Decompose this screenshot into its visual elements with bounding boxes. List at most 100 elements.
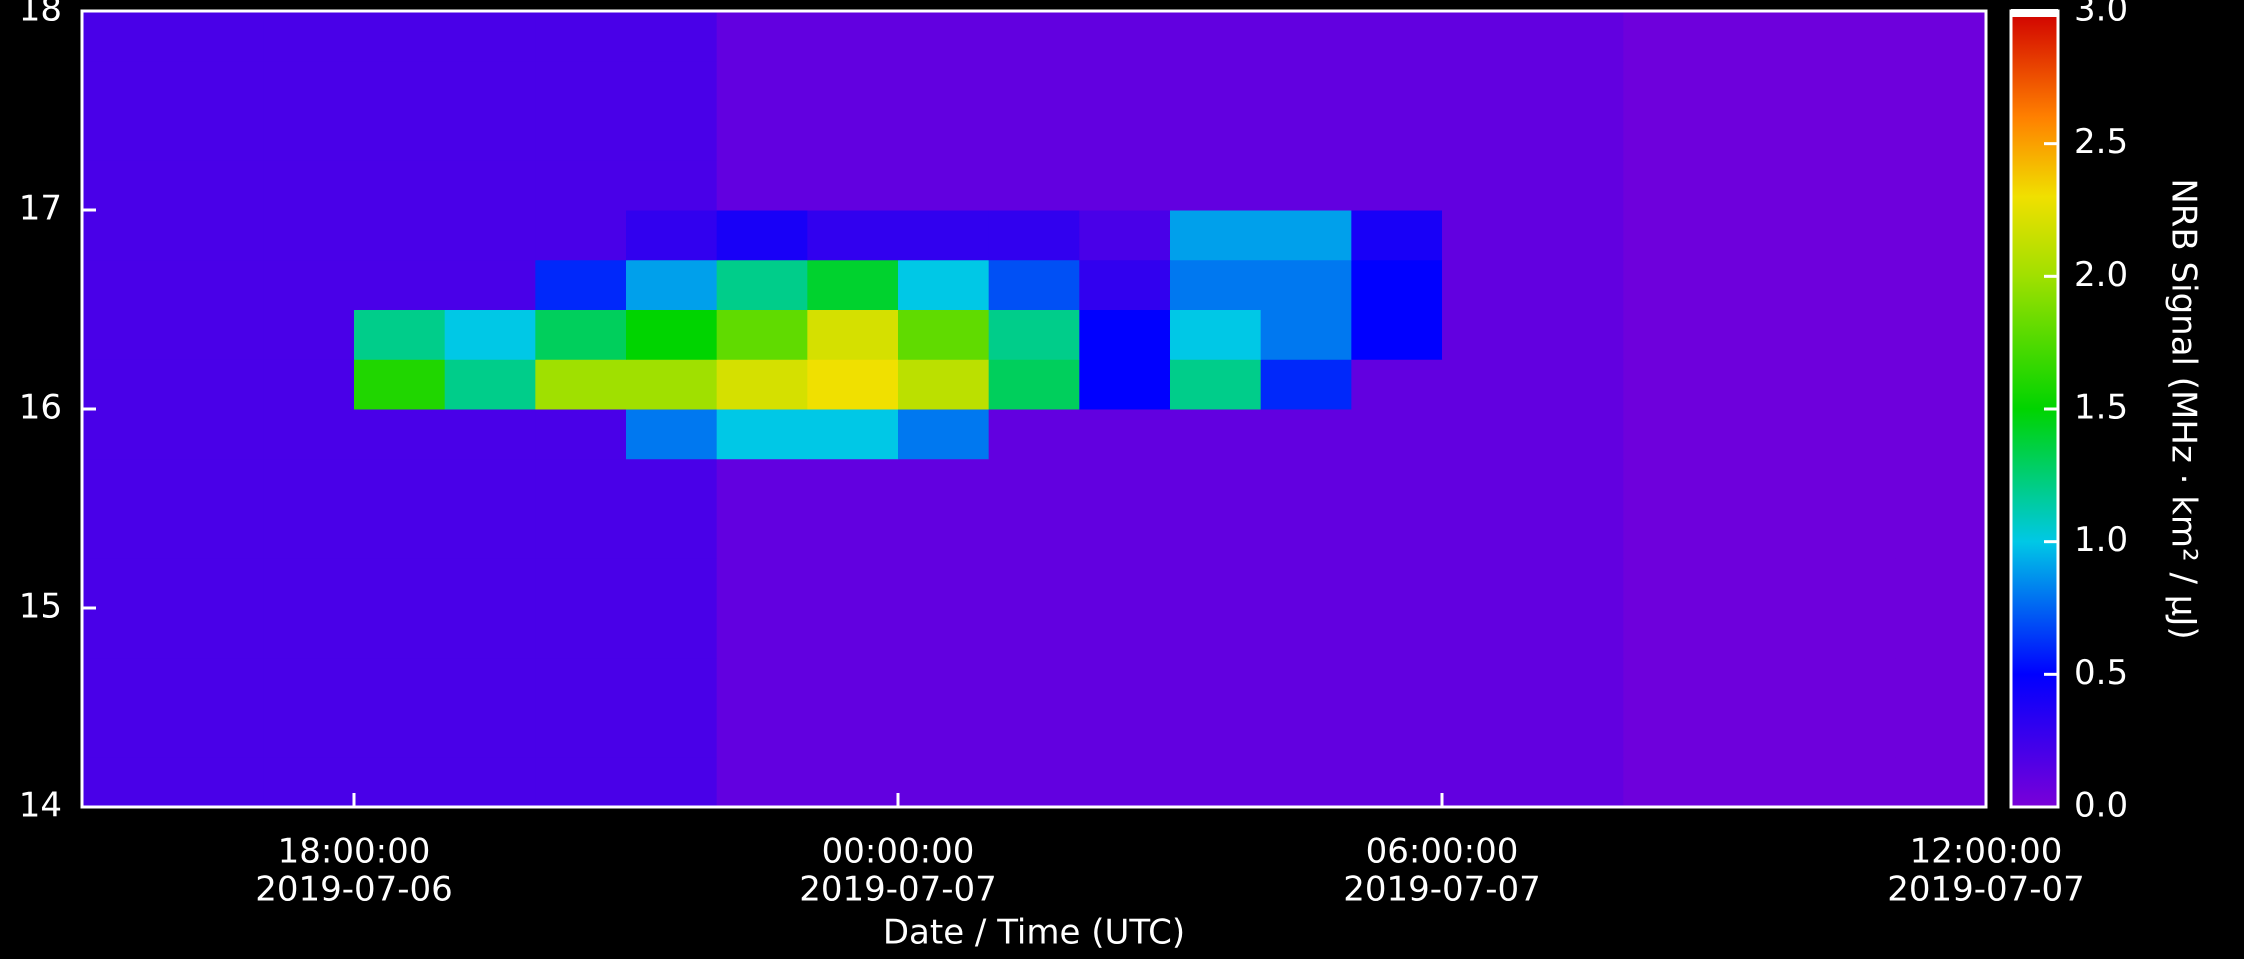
heatmap-cell [1714, 708, 1805, 758]
heatmap-cell [354, 359, 445, 409]
heatmap-cell [1261, 459, 1352, 509]
heatmap-cell [1079, 111, 1170, 161]
heatmap-cell [354, 409, 445, 459]
heatmap-cell [1895, 111, 1986, 161]
heatmap-cell [807, 310, 898, 360]
heatmap-cell [173, 558, 264, 608]
heatmap-cell [173, 111, 264, 161]
heatmap-cell [263, 61, 354, 111]
heatmap-cell [445, 111, 536, 161]
heatmap-cell [1533, 757, 1624, 807]
heatmap-cell [354, 459, 445, 509]
heatmap-cell [1714, 558, 1805, 608]
heatmap-cell [535, 708, 626, 758]
colorbar-tick-label: 1.5 [2074, 388, 2128, 428]
heatmap-cell [1714, 111, 1805, 161]
heatmap-cell [82, 210, 173, 260]
heatmap-cell [898, 459, 989, 509]
heatmap-cell [173, 260, 264, 310]
heatmap-cell [1442, 409, 1533, 459]
heatmap-cell [445, 260, 536, 310]
heatmap-cell [717, 459, 808, 509]
heatmap-cell [626, 757, 717, 807]
heatmap-cell [1805, 658, 1896, 708]
heatmap-cell [1623, 708, 1714, 758]
heatmap-cell [1079, 11, 1170, 61]
heatmap-cell [1442, 708, 1533, 758]
heatmap-cell [807, 757, 898, 807]
heatmap-cell [1079, 757, 1170, 807]
heatmap-cell [1351, 509, 1442, 559]
heatmap-cell [263, 260, 354, 310]
heatmap-cell [1714, 608, 1805, 658]
heatmap-cell [354, 658, 445, 708]
heatmap-cell [807, 359, 898, 409]
heatmap-cell [82, 658, 173, 708]
heatmap-cell [82, 459, 173, 509]
heatmap-cell [1623, 558, 1714, 608]
heatmap-cell [1533, 409, 1624, 459]
heatmap-cell [1442, 111, 1533, 161]
heatmap-cell [1170, 111, 1261, 161]
x-axis-label: Date / Time (UTC) [883, 913, 1185, 953]
x-tick-date: 2019-07-06 [255, 870, 453, 910]
heatmap-cell [354, 708, 445, 758]
heatmap-cell [1714, 11, 1805, 61]
heatmap-cell [1895, 509, 1986, 559]
heatmap-cell [1805, 210, 1896, 260]
heatmap-cell [1079, 310, 1170, 360]
heatmap-cell [898, 409, 989, 459]
heatmap-cell [535, 210, 626, 260]
heatmap-cell [1170, 708, 1261, 758]
heatmap-cell [354, 509, 445, 559]
heatmap-cell [626, 558, 717, 608]
x-tick-label: 00:00:00 [822, 832, 975, 872]
heatmap-cell [173, 409, 264, 459]
heatmap-cell [1533, 359, 1624, 409]
heatmap-cell [1895, 608, 1986, 658]
heatmap-cell [898, 608, 989, 658]
heatmap-cell [898, 359, 989, 409]
heatmap-cell [354, 757, 445, 807]
heatmap-cell [173, 608, 264, 658]
heatmap-cell [717, 708, 808, 758]
heatmap-cell [1805, 11, 1896, 61]
heatmap-cell [1442, 260, 1533, 310]
heatmap-cell [807, 409, 898, 459]
heatmap-cell [445, 310, 536, 360]
heatmap-cell [989, 459, 1080, 509]
heatmap-cell [82, 409, 173, 459]
heatmap-cell [354, 11, 445, 61]
heatmap-cell [173, 310, 264, 360]
y-tick-label: 17 [19, 189, 62, 229]
heatmap-cell [1442, 509, 1533, 559]
heatmap-cell [1261, 61, 1352, 111]
heatmap-cell [535, 459, 626, 509]
heatmap-cell [1895, 61, 1986, 111]
heatmap-cell [1261, 11, 1352, 61]
heatmap-cell [82, 11, 173, 61]
heatmap-cell [354, 160, 445, 210]
heatmap-cell [807, 509, 898, 559]
heatmap-cell [1533, 708, 1624, 758]
heatmap-cell [626, 111, 717, 161]
heatmap-cell [1351, 608, 1442, 658]
heatmap-cell [1261, 509, 1352, 559]
heatmap-cell [82, 509, 173, 559]
heatmap-cell [1533, 310, 1624, 360]
heatmap-cell [1533, 160, 1624, 210]
heatmap-cell [1805, 160, 1896, 210]
heatmap-cell [1351, 11, 1442, 61]
heatmap-cell [535, 359, 626, 409]
heatmap-cell [807, 160, 898, 210]
heatmap-cell [1351, 310, 1442, 360]
heatmap-cell [82, 160, 173, 210]
heatmap-cell [1805, 708, 1896, 758]
heatmap-cell [626, 409, 717, 459]
heatmap-cell [1079, 61, 1170, 111]
heatmap-cell [717, 658, 808, 708]
heatmap-cell [1623, 61, 1714, 111]
x-tick-label: 12:00:00 [1910, 832, 2063, 872]
heatmap-cell [1442, 608, 1533, 658]
heatmap-cell [263, 509, 354, 559]
